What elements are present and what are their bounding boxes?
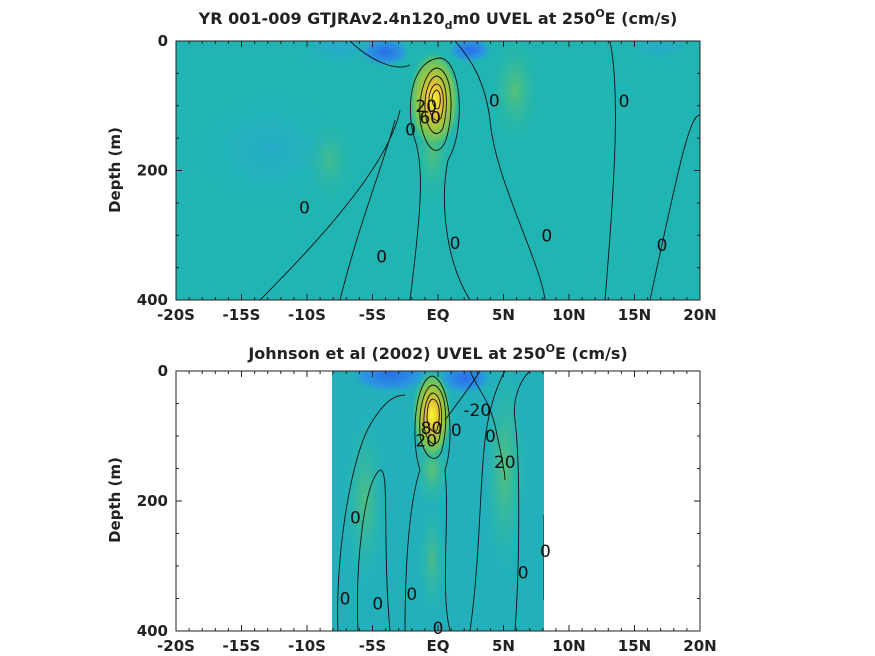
bottom-panel-title: Johnson et al (2002) UVEL at 250OE (cm/s… bbox=[247, 342, 627, 363]
x-tick-label: 5N bbox=[492, 306, 515, 324]
x-tick-label: -10S bbox=[288, 637, 326, 655]
contour-label: 20 bbox=[494, 453, 516, 473]
x-tick-label: 20N bbox=[683, 306, 716, 324]
contour-label: 80 bbox=[421, 419, 443, 439]
contour-label: 0 bbox=[541, 226, 552, 246]
contour-label: 20 bbox=[415, 432, 437, 452]
contour-label: 0 bbox=[376, 248, 387, 268]
bottom-contour-panel: Johnson et al (2002) UVEL at 250OE (cm/s… bbox=[106, 342, 717, 655]
top-contour-panel: YR 001-009 GTJRAv2.4n120dm0 UVEL at 250O… bbox=[106, 7, 717, 324]
contour-label: 0 bbox=[405, 121, 416, 141]
x-tick-label: 20N bbox=[683, 637, 716, 655]
contour-label: 0 bbox=[489, 92, 500, 112]
contour-label: 0 bbox=[451, 421, 462, 441]
contour-label: 20 bbox=[415, 97, 437, 117]
x-tick-label: -15S bbox=[223, 637, 261, 655]
x-tick-label: -20S bbox=[157, 306, 195, 324]
contour-label: 0 bbox=[340, 590, 351, 610]
y-tick-label: 200 bbox=[137, 492, 168, 510]
y-tick-label: 200 bbox=[137, 162, 168, 180]
top-panel-field bbox=[176, 41, 700, 300]
x-tick-label: 10N bbox=[552, 306, 585, 324]
contour-label: 0 bbox=[350, 508, 361, 528]
bottom-y-axis-label: Depth (m) bbox=[106, 457, 124, 543]
x-tick-label: -5S bbox=[359, 306, 386, 324]
contour-label: 0 bbox=[372, 595, 383, 615]
y-tick-label: 0 bbox=[158, 362, 168, 380]
y-tick-label: 400 bbox=[137, 622, 168, 640]
contour-label: 0 bbox=[299, 198, 310, 218]
top-x-ticks: -20S -15S -10S -5S EQ 5N 10N 15N 20N bbox=[157, 41, 717, 324]
x-tick-label: 15N bbox=[618, 637, 651, 655]
y-tick-label: 400 bbox=[137, 291, 168, 309]
contour-label: 60 bbox=[419, 108, 441, 128]
x-tick-label: -20S bbox=[157, 637, 195, 655]
bottom-panel-field bbox=[332, 371, 544, 631]
contour-label: -20 bbox=[463, 401, 491, 421]
x-tick-label: EQ bbox=[427, 306, 450, 324]
bottom-contour-lines bbox=[337, 371, 544, 631]
contour-label: 0 bbox=[619, 92, 630, 112]
top-y-axis-label: Depth (m) bbox=[106, 127, 124, 213]
contour-label: 0 bbox=[485, 427, 496, 447]
top-contour-lines bbox=[259, 41, 700, 300]
x-tick-label: -5S bbox=[359, 637, 386, 655]
y-tick-label: 0 bbox=[158, 32, 168, 50]
contour-label: 0 bbox=[657, 236, 668, 256]
x-tick-label: -10S bbox=[288, 306, 326, 324]
top-panel-title: YR 001-009 GTJRAv2.4n120dm0 UVEL at 250O… bbox=[198, 7, 678, 32]
bottom-x-ticks: -20S -15S -10S -5S EQ 5N 10N 15N 20N bbox=[157, 371, 717, 655]
x-tick-label: 5N bbox=[492, 637, 515, 655]
x-tick-label: EQ bbox=[427, 637, 450, 655]
contour-label: 0 bbox=[450, 234, 461, 254]
contour-label: 0 bbox=[406, 585, 417, 605]
contour-label: 0 bbox=[518, 564, 529, 584]
x-tick-label: 10N bbox=[552, 637, 585, 655]
contour-label: 0 bbox=[540, 542, 551, 562]
x-tick-label: -15S bbox=[223, 306, 261, 324]
x-tick-label: 15N bbox=[618, 306, 651, 324]
